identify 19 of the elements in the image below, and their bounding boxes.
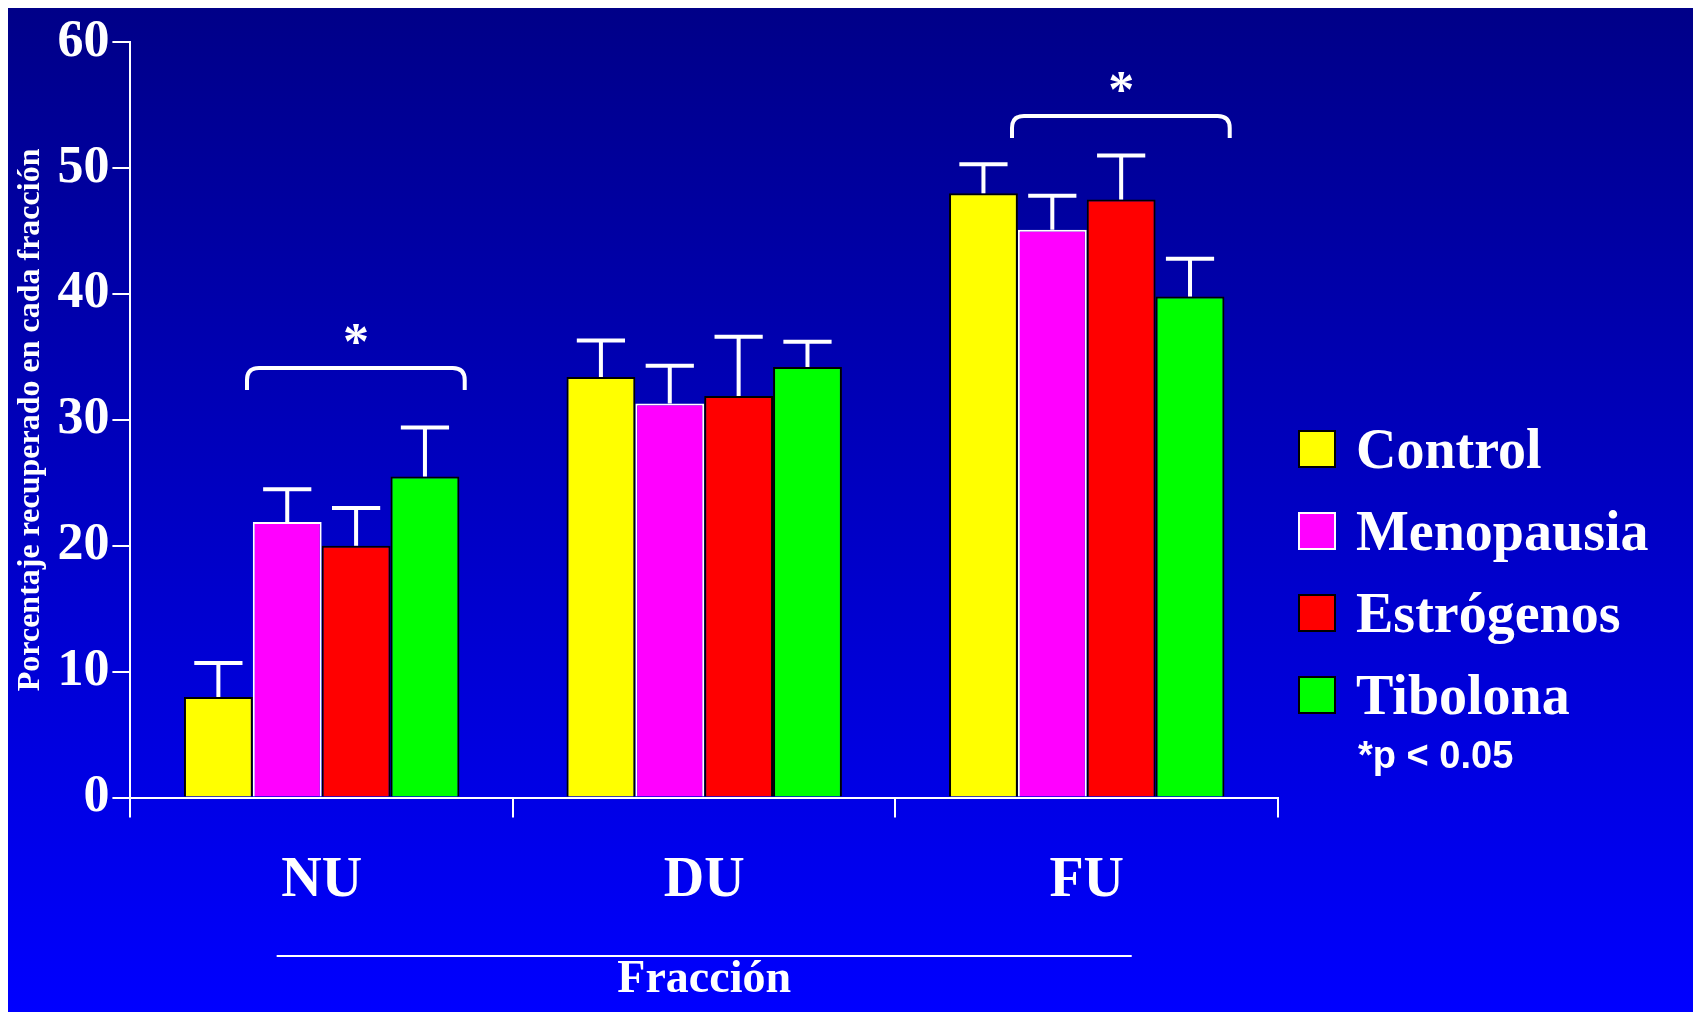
- y-tick-label: 30: [57, 387, 110, 445]
- x-axis-title: Fracción: [617, 951, 792, 1003]
- x-tick-label: FU: [1049, 845, 1125, 908]
- y-tick-label: 40: [57, 261, 110, 319]
- legend-label: Menopausia: [1356, 499, 1649, 563]
- annotation: *: [1107, 60, 1136, 121]
- text: *p < 0.05: [1358, 734, 1514, 777]
- legend-label: Estrógenos: [1356, 581, 1621, 645]
- y-tick-label: 10: [57, 639, 110, 697]
- legend-label: Tibolona: [1356, 663, 1570, 727]
- y-tick-label: 50: [57, 135, 110, 193]
- y-tick-label: 0: [83, 765, 110, 823]
- y-axis-title: Porcentaje recuperado en cada fracción: [10, 148, 47, 692]
- legend-label: Control: [1356, 417, 1542, 481]
- y-tick-label: 20: [57, 513, 110, 571]
- x-tick-label: DU: [663, 845, 745, 908]
- annotation: *: [342, 312, 371, 373]
- x-tick-label: NU: [281, 845, 363, 908]
- y-tick-label: 60: [57, 9, 110, 67]
